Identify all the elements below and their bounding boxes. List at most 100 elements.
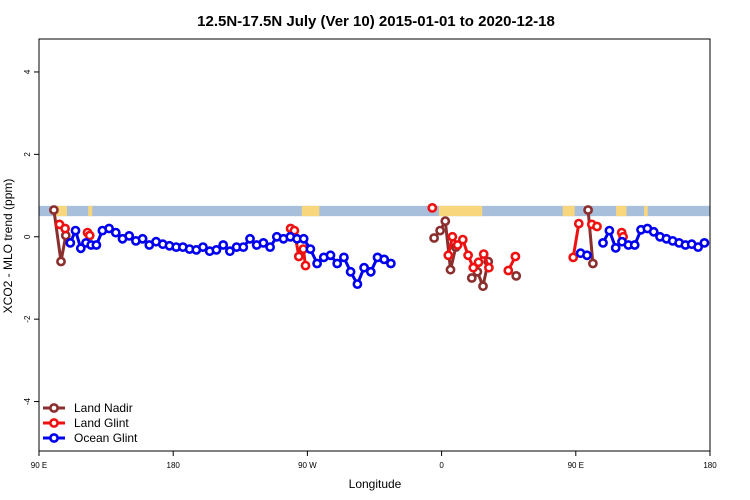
- series-0: [49, 205, 598, 292]
- series-1-point-5-0: [503, 265, 514, 276]
- series-2-point-1-1: [582, 250, 592, 261]
- series-0-point-4-0: [583, 205, 593, 215]
- series-2-point-0-21: [198, 242, 208, 252]
- series-2-point-0-1: [70, 225, 81, 236]
- series-2-point-0-43: [345, 266, 356, 277]
- y-tick-label-0: 4: [23, 69, 32, 74]
- land-segment-3: [438, 205, 483, 217]
- x-tick-label-3: 0: [439, 461, 444, 470]
- x-tick-label-0: 90 E: [31, 461, 47, 470]
- land-ocean-band: [39, 205, 710, 217]
- series-1-point-4-0: [443, 250, 454, 261]
- series-2-point-2-5: [629, 240, 640, 250]
- series-1-point-7-1: [592, 221, 602, 232]
- series-2-point-2-15: [693, 242, 703, 252]
- series-1-point-4-6: [473, 257, 484, 268]
- series-2-point-0-46: [365, 266, 376, 277]
- x-tick-label-4: 90 E: [568, 461, 584, 470]
- series-2-point-0-36: [298, 233, 309, 244]
- series-1-point-2-4: [300, 260, 311, 271]
- land-segment-6: [644, 205, 648, 217]
- series-2-point-0-31: [265, 242, 275, 252]
- series-0-line-4: [586, 209, 595, 264]
- series-2-point-0-8: [110, 227, 121, 238]
- series-2-point-0-38: [312, 258, 322, 269]
- series-2: [65, 223, 710, 289]
- series-1-point-6-1: [573, 218, 584, 229]
- series-0-point-3-0: [511, 270, 522, 281]
- chart-title: 12.5N-17.5N July (Ver 10) 2015-01-01 to …: [197, 13, 555, 30]
- series-2-point-2-16: [699, 237, 710, 248]
- series-1-point-6-0: [568, 252, 579, 263]
- x-tick-label-1: 180: [167, 461, 181, 470]
- series-1-point-4-7: [478, 249, 489, 259]
- series-1-point-5-1: [510, 251, 521, 262]
- series-1-point-4-3: [457, 234, 468, 245]
- series-0-point-0-0: [49, 205, 59, 215]
- legend-marker-1: [49, 418, 59, 428]
- series-2-point-0-30: [258, 237, 269, 248]
- series-1-point-4-8: [483, 262, 494, 273]
- series-layer: [49, 202, 710, 292]
- series-0-point-1-3: [445, 264, 456, 275]
- land-segment-1: [88, 205, 93, 217]
- legend-marker-0: [49, 403, 59, 413]
- series-2-point-0-49: [385, 258, 396, 269]
- series-0-point-1-2: [440, 216, 451, 226]
- series-2-point-2-8: [648, 226, 659, 237]
- axes-layer: 90 E 180 90 W 0 90 E 180 4 2 0 -2 -4: [23, 69, 717, 470]
- series-2-point-0-27: [238, 242, 249, 252]
- series-1-point-0-1: [60, 223, 70, 234]
- legend-label-2: Ocean Glint: [74, 431, 138, 445]
- series-2-point-2-2: [610, 242, 621, 253]
- y-tick-label-4: -4: [23, 397, 32, 405]
- series-1-point-4-2: [452, 240, 463, 250]
- plot-frame: [38, 38, 711, 452]
- series-2-point-0-42: [338, 252, 349, 263]
- series-1-line-6: [571, 223, 581, 258]
- x-tick-label-2: 90 W: [298, 461, 317, 470]
- x-tick-label-5: 180: [703, 461, 717, 470]
- series-2-point-0-5: [91, 240, 102, 250]
- legend-label-1: Land Glint: [74, 416, 129, 430]
- series-2-point-0-10: [124, 230, 135, 241]
- series-1: [54, 202, 628, 276]
- land-segment-2: [301, 205, 320, 217]
- series-2-point-0-12: [137, 233, 148, 244]
- series-2-point-0-41: [332, 258, 343, 269]
- land-segment-0: [55, 205, 67, 217]
- y-tick-label-1: 2: [23, 152, 32, 157]
- series-2-point-0-7: [104, 223, 114, 234]
- series-2-point-0-48: [379, 254, 390, 265]
- series-1-point-2-2: [293, 251, 304, 262]
- series-1-point-1-1: [84, 230, 95, 241]
- series-0-point-2-0: [466, 273, 477, 283]
- series-2-point-0-2: [75, 243, 86, 254]
- series-2-point-2-0: [598, 237, 608, 248]
- series-0-point-1-1: [435, 225, 445, 236]
- series-1-point-4-1: [447, 231, 458, 242]
- y-tick-label-3: -2: [23, 315, 32, 323]
- y-axis-label: XCO2 - MLO trend (ppm): [1, 179, 15, 314]
- series-1-point-4-5: [468, 262, 479, 273]
- land-segment-5: [616, 205, 627, 217]
- y-tick-label-2: 0: [23, 234, 32, 239]
- series-2-point-0-40: [325, 250, 336, 261]
- x-axis-label: Longitude: [349, 477, 402, 491]
- series-2-point-2-1: [604, 225, 615, 236]
- legend-label-0: Land Nadir: [74, 401, 133, 415]
- series-2-point-0-37: [305, 244, 316, 254]
- series-2-point-0-25: [224, 246, 235, 257]
- series-2-point-0-45: [359, 262, 369, 273]
- series-2-point-0-28: [245, 233, 255, 244]
- series-1-point-3-0: [427, 202, 438, 213]
- land-segment-4: [562, 205, 575, 217]
- ocean-band: [39, 205, 710, 217]
- series-2-point-0-24: [218, 240, 229, 250]
- series-2-point-0-23: [211, 244, 222, 255]
- series-0-point-4-1: [588, 258, 598, 269]
- series-1-point-4-4: [463, 250, 473, 261]
- series-0-point-1-0: [429, 233, 439, 243]
